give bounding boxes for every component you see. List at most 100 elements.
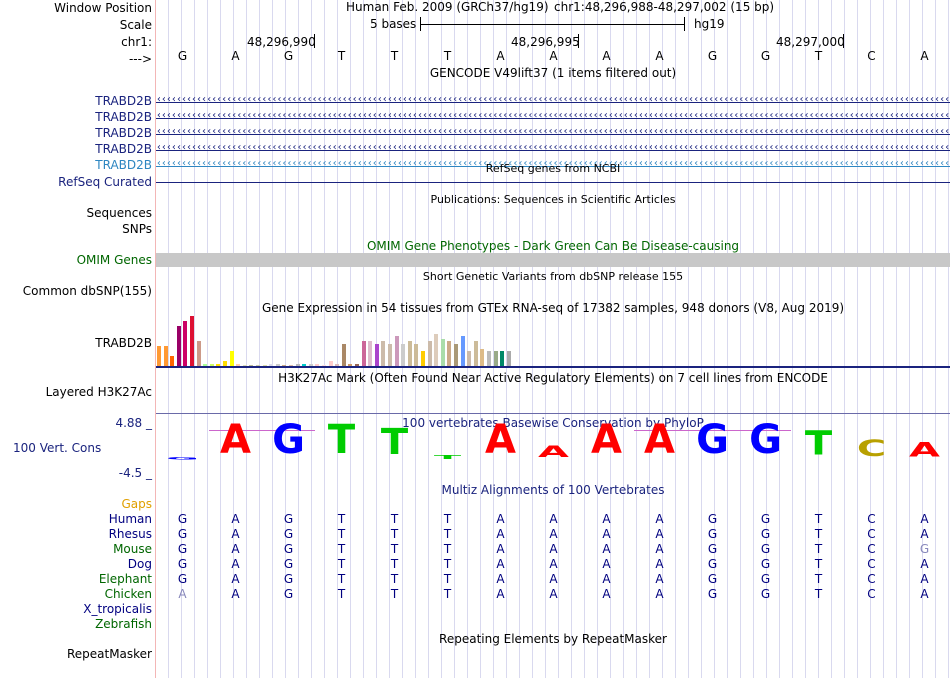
species-label[interactable]: Elephant: [98, 572, 152, 586]
alignment-base: T: [443, 542, 452, 556]
gtex-bar[interactable]: [190, 316, 194, 366]
gtex-bar[interactable]: [302, 363, 307, 366]
gtex-bar[interactable]: [289, 364, 293, 366]
gtex-bar[interactable]: [407, 341, 412, 366]
gtex-bar[interactable]: [269, 363, 274, 366]
gtex-bar[interactable]: [322, 364, 326, 366]
gtex-bar[interactable]: [487, 351, 491, 366]
gtex-bar[interactable]: [315, 363, 320, 366]
gtex-bar[interactable]: [480, 348, 485, 366]
phylop-logo-letter: G: [696, 417, 729, 463]
gtex-bar[interactable]: [473, 341, 478, 366]
gtex-bar[interactable]: [203, 363, 208, 366]
dbsnp-label[interactable]: Common dbSNP(155): [22, 284, 152, 298]
alignment-base: A: [549, 512, 558, 526]
gtex-bar[interactable]: [157, 346, 161, 366]
assembly-text: Human Feb. 2009 (GRCh37/hg19): [346, 0, 549, 14]
species-label[interactable]: Dog: [127, 557, 152, 571]
gtex-bar[interactable]: [368, 341, 373, 366]
gtex-bar[interactable]: [335, 363, 340, 366]
gtex-bar[interactable]: [394, 336, 399, 366]
omim-label[interactable]: OMIM Genes: [76, 253, 152, 267]
pubs-snps-label[interactable]: SNPs: [122, 222, 152, 236]
gtex-bar[interactable]: [348, 363, 353, 366]
gtex-bar[interactable]: [447, 341, 452, 366]
gtex-bar[interactable]: [414, 343, 419, 366]
gtex-bar[interactable]: [401, 343, 406, 366]
phylop-logo-letter: A: [591, 417, 622, 463]
gtex-bar[interactable]: [295, 363, 300, 366]
species-label[interactable]: Zebrafish: [95, 617, 152, 631]
gtex-bar[interactable]: [176, 326, 181, 366]
gencode-transcript[interactable]: ‹‹‹‹‹‹‹‹‹‹‹‹‹‹‹‹‹‹‹‹‹‹‹‹‹‹‹‹‹‹‹‹‹‹‹‹‹‹‹‹…: [156, 158, 950, 171]
gtex-bar[interactable]: [216, 363, 221, 366]
transcript-line: [156, 166, 950, 167]
gtex-bar[interactable]: [249, 364, 254, 366]
gtex-bar[interactable]: [275, 363, 280, 366]
alignment-base: A: [920, 527, 929, 541]
gencode-transcript[interactable]: ‹‹‹‹‹‹‹‹‹‹‹‹‹‹‹‹‹‹‹‹‹‹‹‹‹‹‹‹‹‹‹‹‹‹‹‹‹‹‹‹…: [156, 142, 950, 155]
gtex-bar[interactable]: [460, 336, 465, 366]
gtex-bar[interactable]: [341, 343, 346, 366]
refseq-gene-line[interactable]: [156, 182, 950, 183]
gtex-bar[interactable]: [196, 341, 201, 366]
gtex-bar[interactable]: [506, 351, 511, 366]
gtex-bar[interactable]: [236, 363, 241, 366]
species-label[interactable]: Mouse: [113, 542, 152, 556]
track-image[interactable]: Human Feb. 2009 (GRCh37/hg19) chr1:48,29…: [156, 0, 950, 678]
gtex-bar[interactable]: [355, 363, 359, 366]
gtex-bar[interactable]: [308, 363, 313, 366]
alignment-base: C: [867, 557, 876, 571]
h3k27ac-label[interactable]: Layered H3K27Ac: [45, 385, 152, 399]
gtex-bar[interactable]: [434, 333, 439, 366]
gtex-bar[interactable]: [242, 364, 247, 366]
gencode-gene-label[interactable]: TRABD2B: [95, 110, 152, 124]
gtex-chart[interactable]: [156, 316, 536, 366]
base: G: [707, 49, 718, 63]
omim-gene-bar[interactable]: [156, 253, 950, 267]
alignment-base: A: [602, 527, 611, 541]
gtex-bar[interactable]: [454, 343, 458, 366]
gencode-transcript[interactable]: ‹‹‹‹‹‹‹‹‹‹‹‹‹‹‹‹‹‹‹‹‹‹‹‹‹‹‹‹‹‹‹‹‹‹‹‹‹‹‹‹…: [156, 94, 950, 107]
gtex-bar[interactable]: [361, 341, 366, 366]
gencode-gene-label[interactable]: TRABD2B: [95, 142, 152, 156]
alignment-base: T: [390, 542, 399, 556]
gtex-bar[interactable]: [374, 343, 379, 366]
gtex-bar[interactable]: [256, 364, 260, 366]
gtex-bar[interactable]: [183, 321, 188, 366]
gtex-bar[interactable]: [421, 351, 425, 366]
gtex-bar[interactable]: [170, 356, 175, 366]
gtex-bar[interactable]: [388, 343, 392, 366]
alignment-base: T: [443, 557, 452, 571]
refseq-label[interactable]: RefSeq Curated: [58, 175, 152, 189]
gencode-gene-label[interactable]: TRABD2B: [95, 158, 152, 172]
gtex-bar[interactable]: [223, 361, 227, 366]
gencode-transcript[interactable]: ‹‹‹‹‹‹‹‹‹‹‹‹‹‹‹‹‹‹‹‹‹‹‹‹‹‹‹‹‹‹‹‹‹‹‹‹‹‹‹‹…: [156, 126, 950, 139]
gencode-gene-label[interactable]: TRABD2B: [95, 94, 152, 108]
gtex-bar[interactable]: [163, 346, 168, 366]
species-label[interactable]: Human: [108, 512, 152, 526]
species-label[interactable]: Chicken: [104, 587, 152, 601]
gtex-bar[interactable]: [209, 363, 214, 366]
phylop-label[interactable]: 100 Vert. Cons: [13, 441, 102, 455]
ruler-tick-label: 48,296,990: [247, 35, 316, 49]
gencode-transcript[interactable]: ‹‹‹‹‹‹‹‹‹‹‹‹‹‹‹‹‹‹‹‹‹‹‹‹‹‹‹‹‹‹‹‹‹‹‹‹‹‹‹‹…: [156, 110, 950, 123]
gtex-bar[interactable]: [493, 351, 498, 366]
gtex-bar[interactable]: [262, 364, 267, 366]
repeatmasker-label[interactable]: RepeatMasker: [66, 647, 152, 661]
species-label[interactable]: Rhesus: [108, 527, 152, 541]
pubs-sequences-label[interactable]: Sequences: [86, 206, 152, 220]
gtex-bar[interactable]: [500, 351, 505, 366]
gtex-bar[interactable]: [282, 364, 287, 366]
gtex-bar[interactable]: [467, 351, 472, 366]
gtex-bar[interactable]: [328, 361, 333, 366]
base: T: [814, 49, 823, 63]
gtex-bar[interactable]: [229, 351, 234, 366]
gtex-bar[interactable]: [440, 338, 445, 366]
gtex-label[interactable]: TRABD2B: [95, 336, 152, 350]
gtex-bar[interactable]: [381, 341, 386, 366]
species-label[interactable]: X_tropicalis: [83, 602, 152, 616]
gencode-gene-label[interactable]: TRABD2B: [95, 126, 152, 140]
gtex-bar[interactable]: [427, 341, 432, 366]
